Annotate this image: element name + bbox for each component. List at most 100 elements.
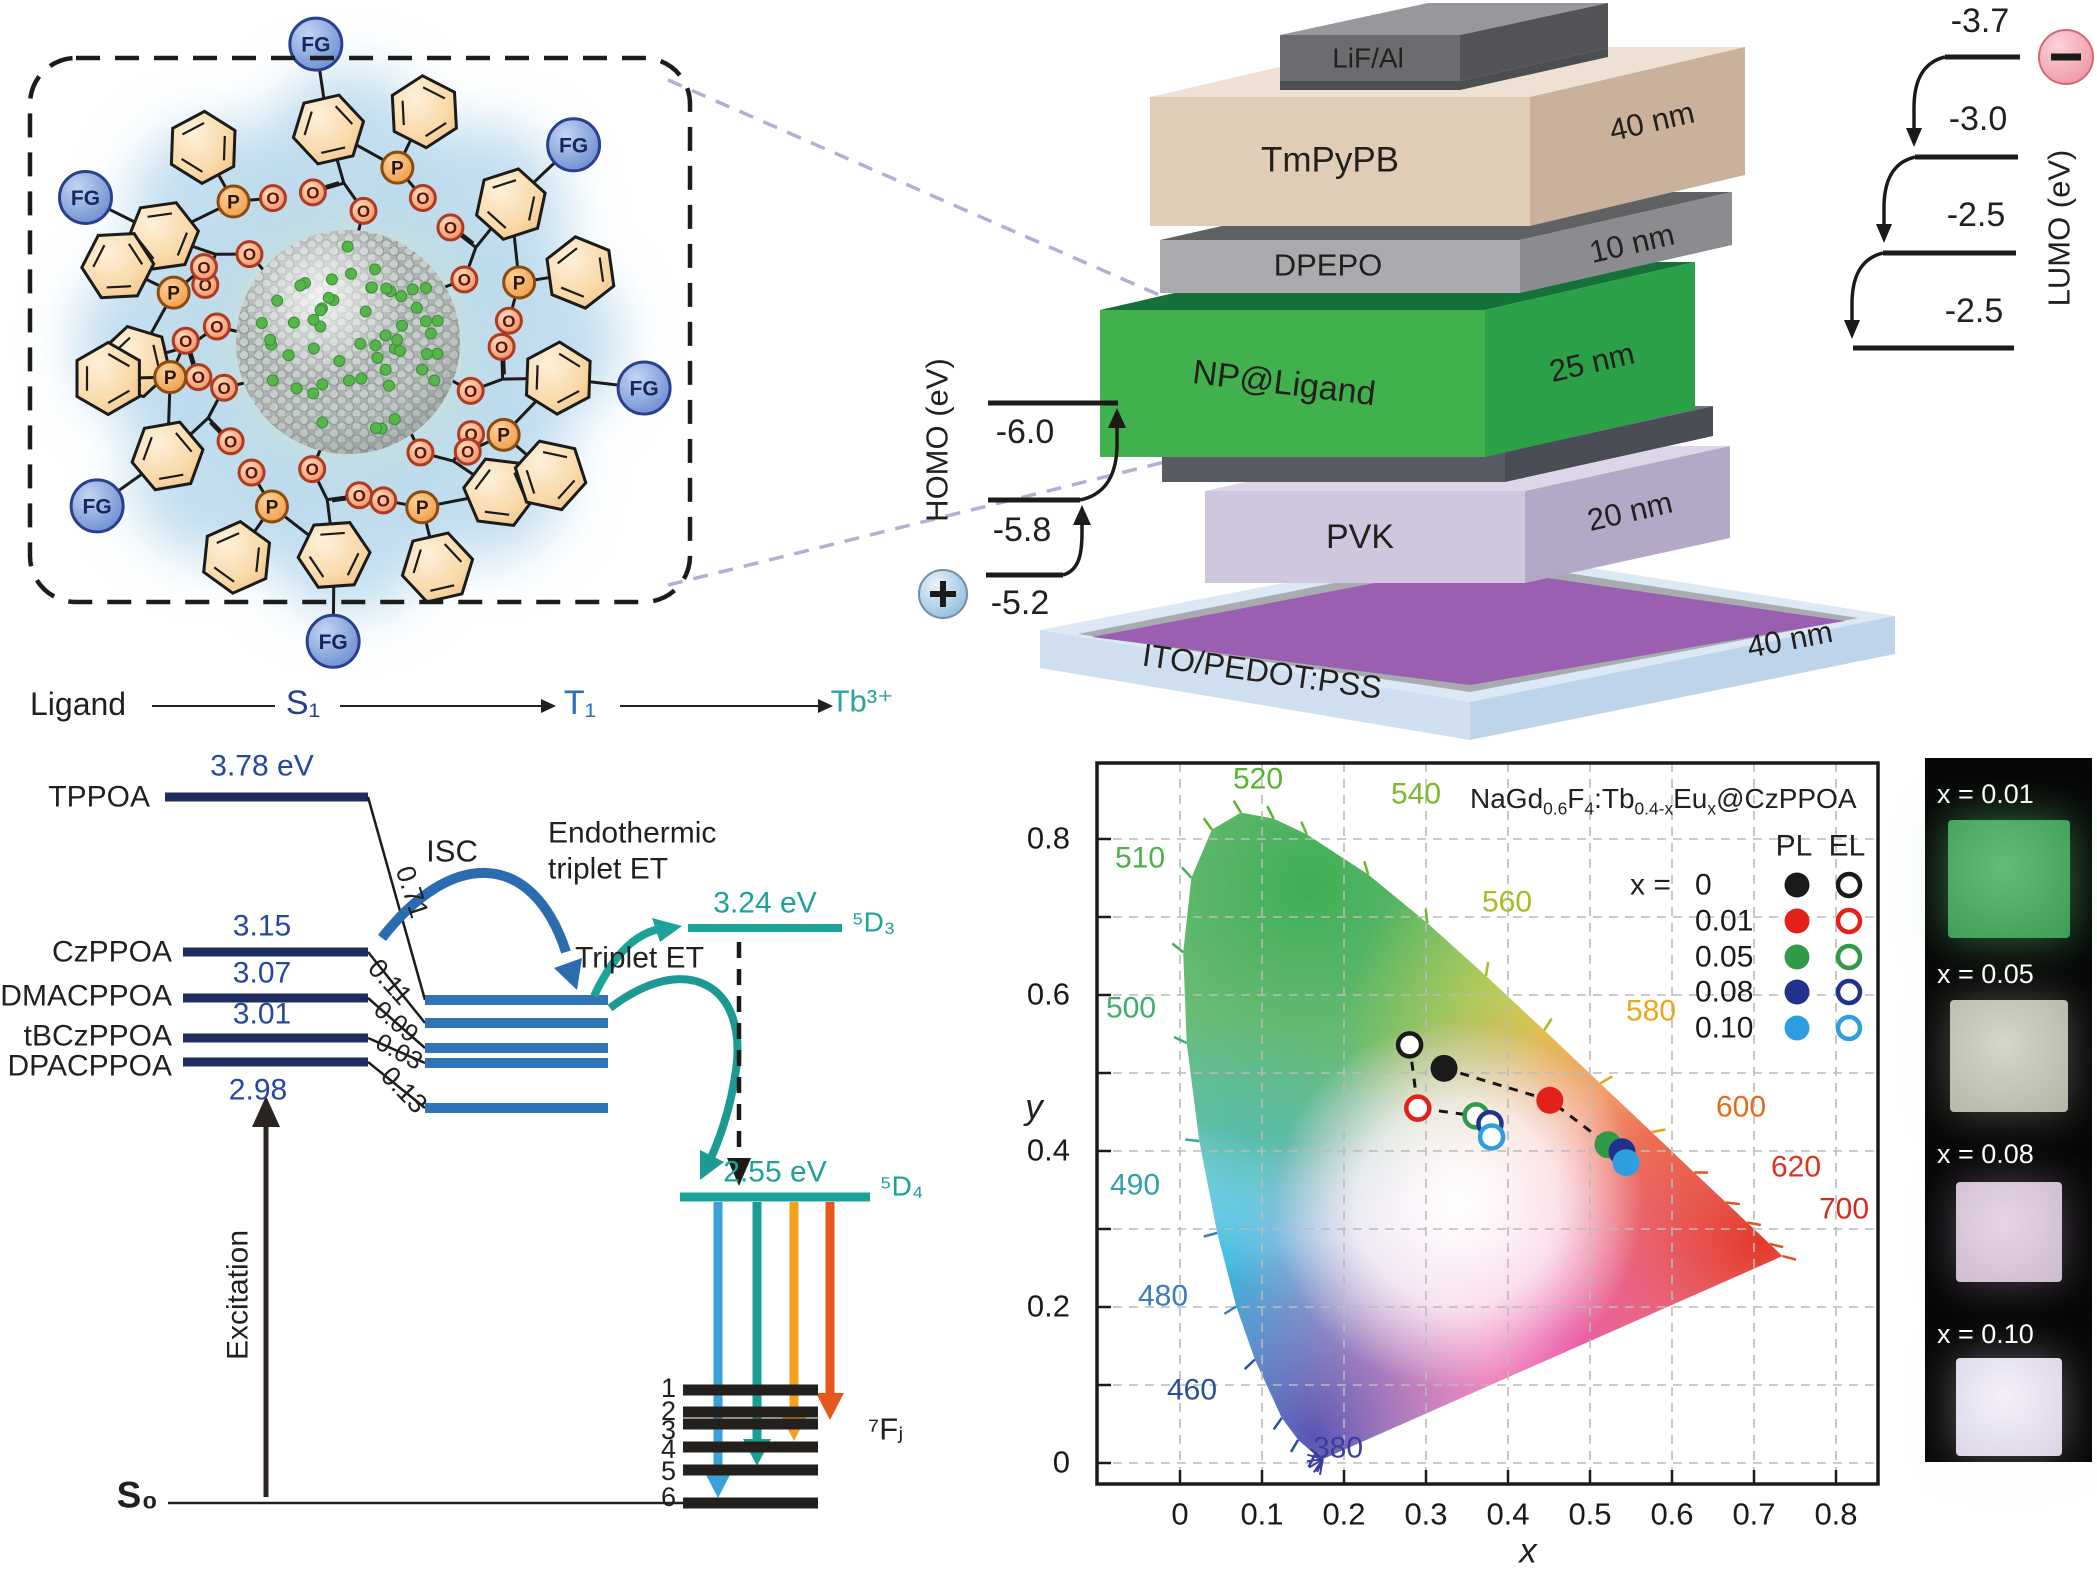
wavelength-label-490: 490 — [1109, 1168, 1161, 1202]
o-atom — [456, 376, 485, 405]
pvk-front — [1205, 491, 1525, 583]
energy-diagram — [152, 699, 870, 1509]
svg-text:O: O — [224, 432, 237, 451]
d3-term: ⁵D₃ — [852, 906, 896, 938]
o-atom — [210, 373, 239, 402]
dopant-dot — [369, 263, 382, 276]
locus-tick — [1725, 1201, 1741, 1206]
cie-legend-marks — [1784, 871, 1863, 1042]
cie-legend-el: EL — [1828, 829, 1866, 863]
o-atom — [453, 437, 482, 466]
cie-x-tick-label: 0.4 — [1486, 1496, 1530, 1532]
s0-label: S₀ — [116, 1474, 158, 1516]
wavelength-label-520: 520 — [1232, 762, 1284, 796]
isc-label: ISC — [426, 833, 478, 869]
o-atom — [349, 196, 378, 225]
dopant-dot — [341, 240, 354, 253]
cie-gridlines — [1097, 763, 1878, 1484]
cie-x-tick-label: 0.7 — [1732, 1496, 1776, 1532]
o-atom — [436, 213, 465, 242]
o-atom — [235, 240, 264, 269]
homo-ladder — [918, 400, 1126, 619]
svg-text:P: P — [416, 498, 429, 519]
tb3-label: Tb³⁺ — [830, 683, 894, 719]
dopant-dot — [307, 387, 320, 400]
ligand-header: Ligand — [30, 686, 127, 723]
locus-tick — [1363, 860, 1370, 875]
o-atom — [258, 184, 287, 213]
cie-point-PL-0 — [1430, 1054, 1458, 1082]
locus-tip-fan — [1309, 1448, 1324, 1460]
ligand-value-tppoa: 3.78 eV — [210, 749, 314, 783]
svg-text:P: P — [391, 158, 404, 179]
dopant-dot — [271, 294, 284, 307]
cie-y-tick-label: 0.6 — [1026, 976, 1070, 1012]
svg-text:P: P — [167, 283, 180, 304]
zoom-connector-upper — [667, 78, 1199, 314]
dopant-dot — [369, 339, 382, 352]
svg-text:FG: FG — [559, 134, 588, 157]
dopant-dot — [431, 314, 444, 327]
svg-text:O: O — [495, 338, 508, 357]
dopant-dot — [307, 313, 320, 326]
dopant-dot — [371, 351, 384, 364]
homo-value-58: -5.8 — [992, 511, 1052, 550]
p-atom — [380, 150, 415, 185]
dopant-dot — [365, 281, 378, 294]
tmpypb-right — [1530, 47, 1745, 226]
p-atom — [502, 265, 537, 300]
lifal-right — [1460, 3, 1608, 81]
endothermic-line2: triplet ET — [548, 852, 669, 886]
phenyl-ring — [130, 420, 205, 492]
p-atom — [254, 489, 289, 524]
p-atom — [486, 417, 521, 452]
locus-tick — [1769, 1242, 1784, 1249]
phenyl-ring — [169, 109, 237, 186]
dark-slab-right — [1505, 406, 1713, 482]
photo-label-3: x = 0.08 — [1937, 1139, 2034, 1169]
cie-y-tick-label: 0.4 — [1026, 1132, 1070, 1168]
locus-tick — [1782, 1254, 1797, 1261]
svg-text:FG: FG — [71, 187, 100, 210]
ligand-value-tbczppoa: 3.01 — [232, 997, 292, 1031]
fg-circle — [69, 478, 125, 534]
lumo-title: LUMO (eV) — [2041, 149, 2077, 307]
svg-text:O: O — [197, 258, 210, 277]
cie-point-EL-0.01 — [1404, 1094, 1432, 1122]
locus-tick — [1202, 817, 1213, 831]
s1-label: S₁ — [285, 684, 321, 723]
o-atom — [202, 312, 231, 341]
cie-spectral-locus — [1171, 799, 1797, 1476]
legend-pl-swatch-0.05 — [1784, 944, 1810, 970]
pvk-right — [1525, 446, 1730, 583]
lumo-value-25b: -2.5 — [1944, 292, 2004, 331]
photo-strip: x = 0.01 x = 0.05 x = 0.08 x = 0.10 — [1925, 758, 2092, 1462]
f-level-6: 6 — [660, 1481, 676, 1512]
dopant-dot — [266, 374, 279, 387]
dopant-dot — [396, 319, 409, 332]
dopant-dot — [264, 333, 277, 346]
dopant-dot — [325, 273, 338, 286]
dpepo-front — [1160, 240, 1520, 293]
legend-el-swatch-0.08 — [1835, 978, 1863, 1006]
wavelength-label-380: 380 — [1312, 1431, 1364, 1465]
svg-text:O: O — [414, 444, 427, 463]
cie-legend-pl: PL — [1775, 829, 1813, 863]
ligand-value-dpacppoa: 2.98 — [228, 1073, 288, 1107]
o-atom — [369, 486, 398, 515]
f-level-5: 5 — [660, 1455, 676, 1486]
dopant-dot — [419, 281, 432, 294]
cie-x-tick-label: 0.2 — [1322, 1496, 1366, 1532]
phenyl-ring — [75, 340, 141, 417]
triplet-et-label: Triplet ET — [575, 941, 704, 975]
dopant-dot — [343, 374, 356, 387]
svg-text:O: O — [357, 202, 370, 221]
lifal-front — [1280, 35, 1460, 81]
o-atom — [298, 455, 327, 484]
svg-text:O: O — [306, 183, 319, 202]
dopant-dot — [316, 378, 329, 391]
layer-label-lifal: LiF/Al — [1332, 42, 1404, 74]
phenyl-ring — [296, 521, 372, 589]
svg-text:O: O — [458, 271, 471, 290]
dopant-dot — [314, 304, 327, 317]
